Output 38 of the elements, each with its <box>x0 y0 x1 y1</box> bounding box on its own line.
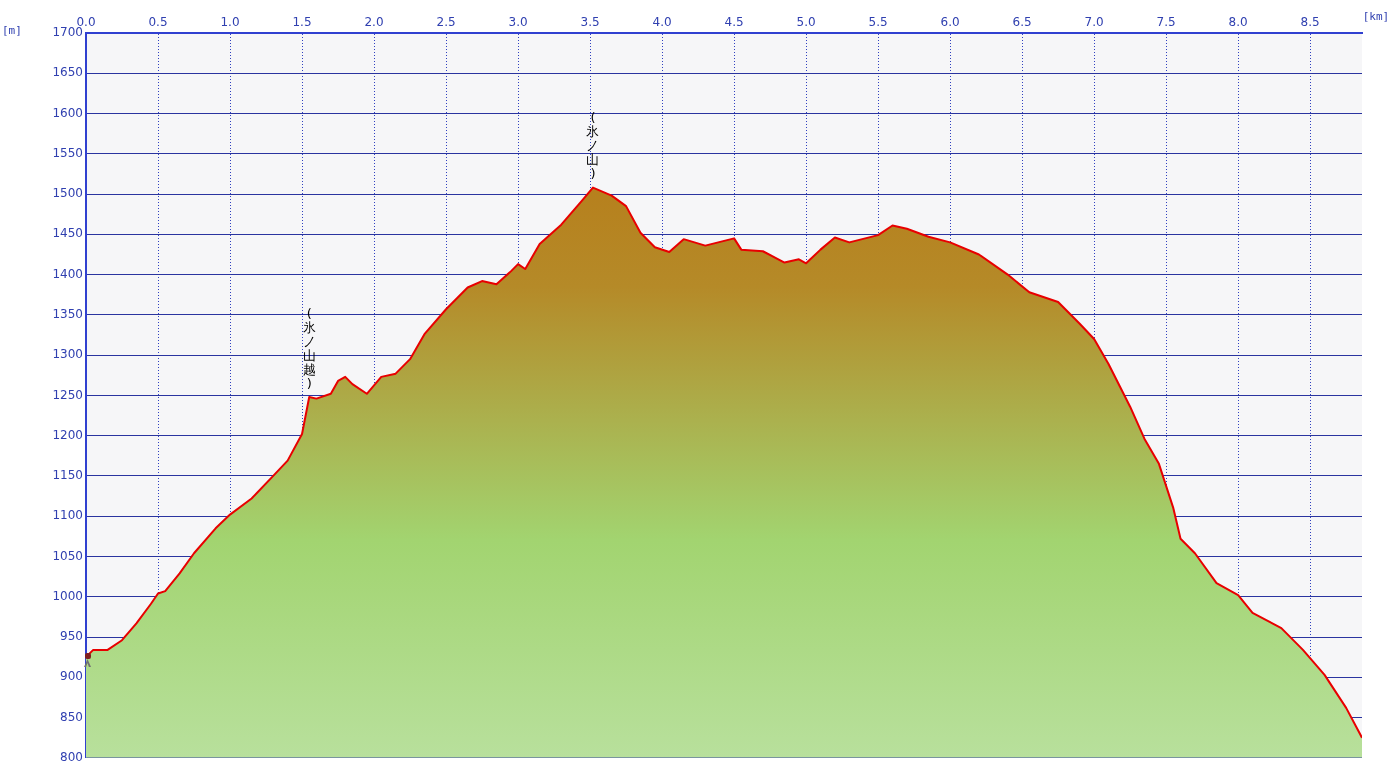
x-tick-label: 0.5 <box>148 14 168 29</box>
y-tick-label: 1550 <box>52 145 83 160</box>
x-tick-label: 5.5 <box>868 14 888 29</box>
x-tick-label: 7.5 <box>1156 14 1176 29</box>
x-tick-label: 3.0 <box>508 14 528 29</box>
x-tick-label: 8.5 <box>1300 14 1320 29</box>
y-tick-label: 800 <box>60 749 83 764</box>
y-tick-label: 1650 <box>52 65 83 80</box>
x-tick-label: 7.0 <box>1084 14 1104 29</box>
y-tick-label: 1150 <box>52 468 83 483</box>
x-axis-title: [km] <box>1362 10 1389 24</box>
annotation: (氷ノ山) <box>586 110 600 182</box>
x-tick-label: 5.0 <box>796 14 816 29</box>
x-tick-label: 1.5 <box>292 14 312 29</box>
x-tick-label: 6.0 <box>940 14 960 29</box>
x-tick-label: 4.5 <box>724 14 744 29</box>
y-tick-label: 1350 <box>52 306 83 321</box>
y-tick-label: 1300 <box>52 347 83 362</box>
y-tick-label: 950 <box>60 629 83 644</box>
y-tick-label: 1600 <box>52 105 83 120</box>
x-tick-label: 2.5 <box>436 14 456 29</box>
x-tick-label: 6.5 <box>1012 14 1032 29</box>
y-tick-label: 1100 <box>52 508 83 523</box>
y-tick-label: 1500 <box>52 186 83 201</box>
y-tick-label: 1450 <box>52 226 83 241</box>
y-axis-title: [m] <box>2 24 22 38</box>
y-tick-label: 1000 <box>52 588 83 603</box>
x-tick-label: 4.0 <box>652 14 672 29</box>
y-tick-label: 1400 <box>52 266 83 281</box>
x-tick-label: 2.0 <box>364 14 384 29</box>
x-tick-label: 1.0 <box>220 14 240 29</box>
y-tick-label: 900 <box>60 669 83 684</box>
y-tick-label: 1250 <box>52 387 83 402</box>
x-tick-label: 8.0 <box>1228 14 1248 29</box>
y-tick-label: 1050 <box>52 548 83 563</box>
y-tick-label: 850 <box>60 709 83 724</box>
x-tick-label: 3.5 <box>580 14 600 29</box>
y-tick-label: 1200 <box>52 427 83 442</box>
